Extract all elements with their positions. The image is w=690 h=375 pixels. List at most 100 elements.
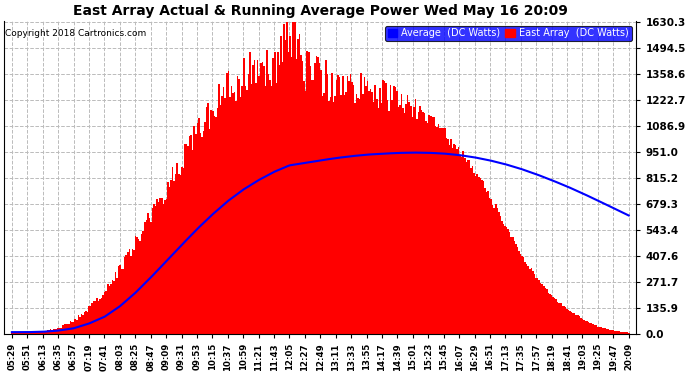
Bar <box>614 331 615 334</box>
Bar <box>382 80 384 334</box>
Bar <box>622 332 623 334</box>
Bar <box>582 319 583 334</box>
Bar <box>51 330 53 334</box>
Bar <box>115 272 117 334</box>
Bar <box>481 180 483 334</box>
Bar <box>447 139 448 334</box>
Bar <box>142 231 144 334</box>
Bar <box>269 80 271 334</box>
Bar <box>274 52 275 334</box>
Bar <box>526 264 527 334</box>
Bar <box>169 187 170 334</box>
Bar <box>422 112 424 334</box>
Bar <box>223 87 224 334</box>
Bar <box>517 247 518 334</box>
Bar <box>377 108 379 334</box>
Bar <box>458 147 460 334</box>
Bar <box>427 123 428 334</box>
Bar <box>557 302 558 334</box>
Bar <box>150 222 152 334</box>
Bar <box>424 113 426 334</box>
Bar <box>255 83 257 334</box>
Bar <box>23 332 25 334</box>
Bar <box>215 117 217 334</box>
Bar <box>56 329 57 334</box>
Bar <box>428 115 430 334</box>
Bar <box>353 86 355 334</box>
Bar <box>348 81 350 334</box>
Bar <box>164 200 166 334</box>
Bar <box>509 232 511 334</box>
Bar <box>184 144 186 334</box>
Bar <box>489 198 491 334</box>
Bar <box>512 237 513 334</box>
Bar <box>280 36 282 334</box>
Bar <box>116 278 118 334</box>
Bar <box>462 151 464 334</box>
Bar <box>580 318 582 334</box>
Bar <box>294 22 295 334</box>
Bar <box>132 249 133 334</box>
Bar <box>411 117 413 334</box>
Bar <box>106 291 107 334</box>
Bar <box>67 324 68 334</box>
Bar <box>173 181 175 334</box>
Bar <box>385 83 387 334</box>
Bar <box>260 63 262 334</box>
Bar <box>482 181 484 334</box>
Bar <box>221 96 223 334</box>
Bar <box>41 331 42 334</box>
Bar <box>538 280 540 334</box>
Bar <box>28 332 30 334</box>
Bar <box>181 167 183 334</box>
Bar <box>591 324 593 334</box>
Bar <box>305 91 306 334</box>
Bar <box>112 280 113 334</box>
Bar <box>139 241 141 334</box>
Bar <box>487 191 489 334</box>
Bar <box>588 322 589 334</box>
Bar <box>589 323 591 334</box>
Bar <box>137 237 138 334</box>
Bar <box>148 218 150 334</box>
Bar <box>563 306 564 334</box>
Bar <box>571 312 572 334</box>
Bar <box>178 174 179 334</box>
Bar <box>344 95 345 334</box>
Bar <box>19 332 21 334</box>
Bar <box>417 112 420 334</box>
Bar <box>366 81 368 334</box>
Bar <box>68 324 70 334</box>
Bar <box>415 99 416 334</box>
Bar <box>47 330 48 334</box>
Bar <box>542 284 543 334</box>
Bar <box>14 332 16 334</box>
Bar <box>55 329 56 334</box>
Bar <box>79 317 81 334</box>
Bar <box>39 332 41 334</box>
Bar <box>620 332 622 334</box>
Bar <box>397 106 400 334</box>
Bar <box>309 66 311 334</box>
Bar <box>118 266 119 334</box>
Bar <box>249 52 250 334</box>
Bar <box>357 98 359 334</box>
Bar <box>135 236 137 334</box>
Bar <box>592 324 594 334</box>
Bar <box>279 65 280 334</box>
Bar <box>138 239 139 334</box>
Bar <box>504 226 506 334</box>
Bar <box>133 250 135 334</box>
Bar <box>163 204 164 334</box>
Bar <box>101 298 102 334</box>
Bar <box>201 138 203 334</box>
Bar <box>263 66 265 334</box>
Bar <box>220 105 221 334</box>
Bar <box>286 22 288 334</box>
Bar <box>113 281 115 334</box>
Bar <box>186 144 188 334</box>
Bar <box>501 221 503 334</box>
Bar <box>289 36 291 334</box>
Bar <box>555 299 557 334</box>
Bar <box>224 98 226 334</box>
